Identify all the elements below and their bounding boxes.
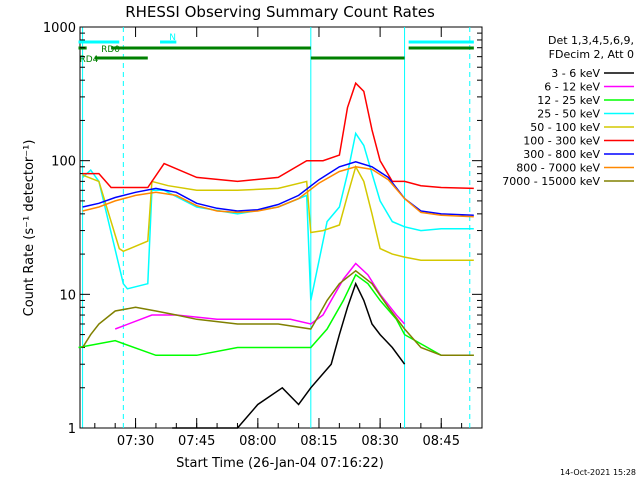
x-axis-label: Start Time (26-Jan-04 07:16:22) — [176, 456, 384, 471]
footer-timestamp: 14-Oct-2021 15:28 — [560, 468, 636, 477]
x-tick-label-07-30: 07:30 — [117, 434, 154, 449]
series-line-7000-15000-kev — [81, 269, 474, 357]
series-line-12-25-kev — [78, 273, 474, 357]
flag-label-rd4: RD4 — [80, 55, 99, 65]
x-tick-label-07-45: 07:45 — [178, 434, 215, 449]
y-tick-label-100: 100 — [51, 155, 76, 170]
legend-label-25-50-kev: 25 - 50 keV — [537, 108, 600, 121]
series-line-800-7000-kev — [82, 166, 474, 218]
series-line-6-12-kev — [114, 262, 406, 330]
legend-label-6-12-kev: 6 - 12 keV — [544, 81, 600, 94]
series-line-100-300-kev — [82, 81, 474, 190]
x-tick-label-08-15: 08:15 — [300, 434, 337, 449]
x-tick-label-08-00: 08:00 — [239, 434, 276, 449]
legend-label-300-800-kev: 300 - 800 keV — [523, 148, 600, 161]
series-line-25-50-kev — [82, 131, 474, 301]
legend-label-50-100-kev: 50 - 100 keV — [530, 121, 600, 134]
legend-label-3-6-kev: 3 - 6 keV — [551, 67, 600, 80]
legend-header-line-1: Det 1,3,4,5,6,9, — [548, 34, 634, 47]
y-axis-label: Count Rate (s⁻¹ detector⁻¹) — [22, 140, 37, 317]
y-tick-label-1000: 1000 — [43, 21, 76, 36]
plot-frame — [79, 26, 483, 429]
x-tick-label-08-30: 08:30 — [361, 434, 398, 449]
legend-label-12-25-kev: 12 - 25 keV — [537, 94, 600, 107]
y-tick-label-10: 10 — [59, 288, 76, 303]
flag-label-rd0: RD0 — [101, 45, 120, 55]
flag-label-n: N — [169, 33, 176, 43]
x-tick-label-08-45: 08:45 — [423, 434, 460, 449]
legend-label-7000-15000-kev: 7000 - 15000 keV — [502, 175, 600, 188]
legend-label-800-7000-kev: 800 - 7000 keV — [516, 162, 600, 175]
legend-label-100-300-kev: 100 - 300 keV — [523, 135, 600, 148]
legend-header-line-2: FDecim 2, Att 0 — [549, 48, 634, 61]
series-line-50-100-kev — [82, 164, 474, 261]
series-line-3-6-kev — [172, 281, 406, 429]
y-tick-label-1: 1 — [68, 422, 76, 437]
chart-title: RHESSI Observing Summary Count Rates — [125, 3, 435, 21]
